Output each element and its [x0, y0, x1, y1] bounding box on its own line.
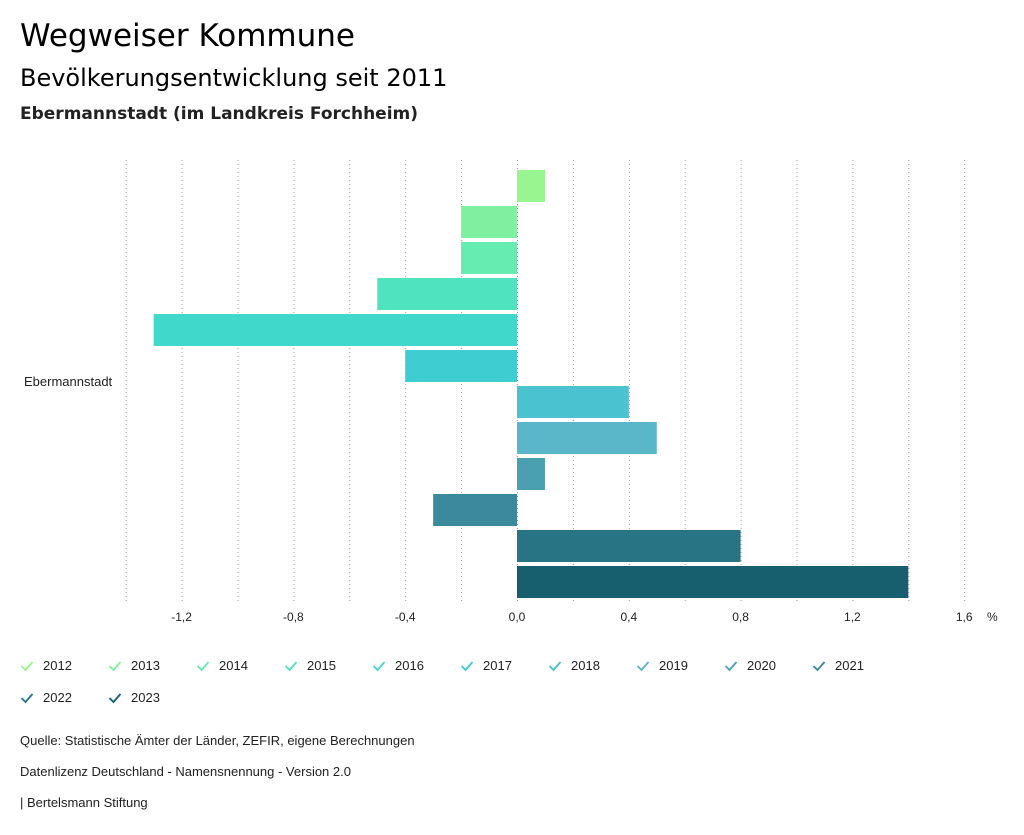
x-tick-label: -1,2 [171, 610, 192, 624]
bar-2015 [377, 278, 517, 310]
check-icon [108, 660, 122, 671]
legend-item-2022[interactable]: 2022 [20, 690, 72, 705]
x-tick-label: 0,4 [620, 610, 637, 624]
legend-label: 2016 [395, 658, 424, 673]
bar-2020 [517, 458, 545, 490]
check-icon [548, 660, 562, 671]
check-icon [460, 660, 474, 671]
legend-label: 2019 [659, 658, 688, 673]
check-icon [284, 660, 298, 671]
check-icon [812, 660, 826, 671]
legend-label: 2023 [131, 690, 160, 705]
bar-2014 [461, 242, 517, 274]
legend-label: 2021 [835, 658, 864, 673]
chart-subtitle: Bevölkerungsentwicklung seit 2011 [20, 64, 448, 92]
bar-2016 [153, 314, 517, 346]
legend-item-2021[interactable]: 2021 [812, 658, 864, 673]
check-icon [636, 660, 650, 671]
bar-chart: -1,2 -0,8 -0,4 0,0 0,4 0,8 1,2 1,6 % Ebermannstad… [24, 160, 998, 624]
bar-2019 [517, 422, 657, 454]
category-label: Ebermannstadt [24, 374, 113, 389]
bar-2022 [517, 530, 741, 562]
legend-item-2018[interactable]: 2018 [548, 658, 600, 673]
bar-2018 [517, 386, 629, 418]
x-tick-label: -0,4 [395, 610, 416, 624]
bar-2023 [517, 566, 909, 598]
legend-label: 2018 [571, 658, 600, 673]
legend-label: 2022 [43, 690, 72, 705]
bar-2012 [517, 170, 545, 202]
legend-item-2016[interactable]: 2016 [372, 658, 424, 673]
legend-item-2013[interactable]: 2013 [108, 658, 160, 673]
x-axis-unit: % [987, 610, 998, 624]
check-icon [196, 660, 210, 671]
legend-item-2019[interactable]: 2019 [636, 658, 688, 673]
legend-item-2012[interactable]: 2012 [20, 658, 72, 673]
legend-label: 2020 [747, 658, 776, 673]
x-tick-label: 1,6 [956, 610, 973, 624]
legend-item-2014[interactable]: 2014 [196, 658, 248, 673]
legend-label: 2013 [131, 658, 160, 673]
check-icon [108, 692, 122, 703]
region-title: Ebermannstadt (im Landkreis Forchheim) [20, 104, 419, 124]
check-icon [724, 660, 738, 671]
publisher-note: | Bertelsmann Stiftung [20, 795, 148, 810]
bar-2017 [405, 350, 517, 382]
legend-item-2023[interactable]: 2023 [108, 690, 160, 705]
check-icon [20, 660, 34, 671]
legend-label: 2014 [219, 658, 248, 673]
legend-label: 2012 [43, 658, 72, 673]
source-note: Quelle: Statistische Ämter der Länder, Z… [20, 733, 415, 748]
bar-2021 [433, 494, 517, 526]
x-tick-label: 0,0 [509, 610, 526, 624]
x-tick-label: -0,8 [283, 610, 304, 624]
legend-item-2017[interactable]: 2017 [460, 658, 512, 673]
check-icon [20, 692, 34, 703]
legend-item-2020[interactable]: 2020 [724, 658, 776, 673]
legend-label: 2017 [483, 658, 512, 673]
x-tick-label: 1,2 [844, 610, 861, 624]
page-title: Wegweiser Kommune [20, 18, 355, 54]
license-note: Datenlizenz Deutschland - Namensnennung … [20, 764, 351, 779]
legend-label: 2015 [307, 658, 336, 673]
x-tick-label: 0,8 [732, 610, 749, 624]
legend-item-2015[interactable]: 2015 [284, 658, 336, 673]
bar-2013 [461, 206, 517, 238]
check-icon [372, 660, 386, 671]
